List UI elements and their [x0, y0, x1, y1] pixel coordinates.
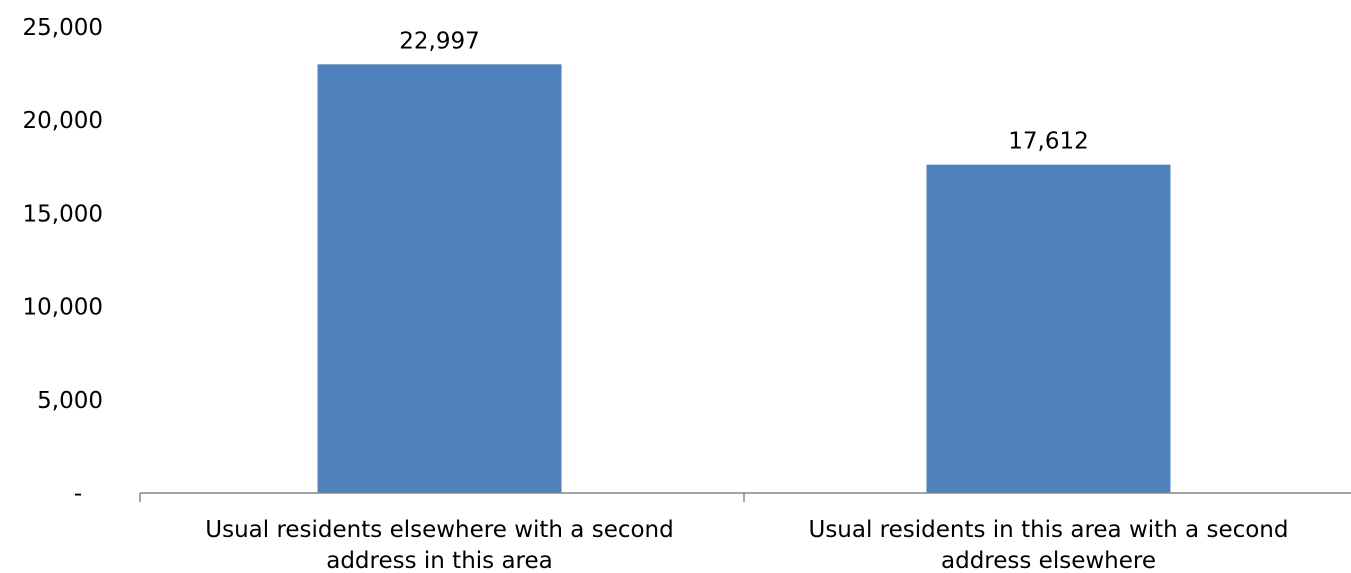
bar	[926, 164, 1171, 493]
bar	[317, 64, 562, 493]
data-label: 22,997	[399, 28, 479, 54]
y-tick-label: 25,000	[23, 15, 103, 41]
y-tick-label: 10,000	[23, 295, 103, 321]
category-label-line: Usual residents in this area with a seco…	[808, 517, 1288, 543]
category-label-line: address elsewhere	[941, 548, 1156, 573]
y-tick-label: 15,000	[23, 201, 103, 227]
category-label: Usual residents elsewhere with a second a…	[205, 517, 673, 573]
y-tick-label: 5,000	[37, 388, 103, 414]
category-labels: Usual residents elsewhere with a second a…	[205, 517, 1288, 573]
category-label-line: Usual residents elsewhere with a second	[205, 517, 673, 543]
bars	[317, 64, 1171, 493]
category-label-line: address in this area	[326, 548, 553, 573]
y-tick-label: 20,000	[23, 108, 103, 134]
data-labels: 22,997 17,612	[399, 28, 1088, 154]
data-label: 17,612	[1008, 129, 1088, 155]
category-label: Usual residents in this area with a seco…	[808, 517, 1288, 573]
x-axis-ticks	[139, 493, 745, 502]
y-axis-ticks: - 5,000 10,000 15,000 20,000 25,000	[23, 15, 103, 507]
y-tick-label: -	[74, 481, 82, 507]
